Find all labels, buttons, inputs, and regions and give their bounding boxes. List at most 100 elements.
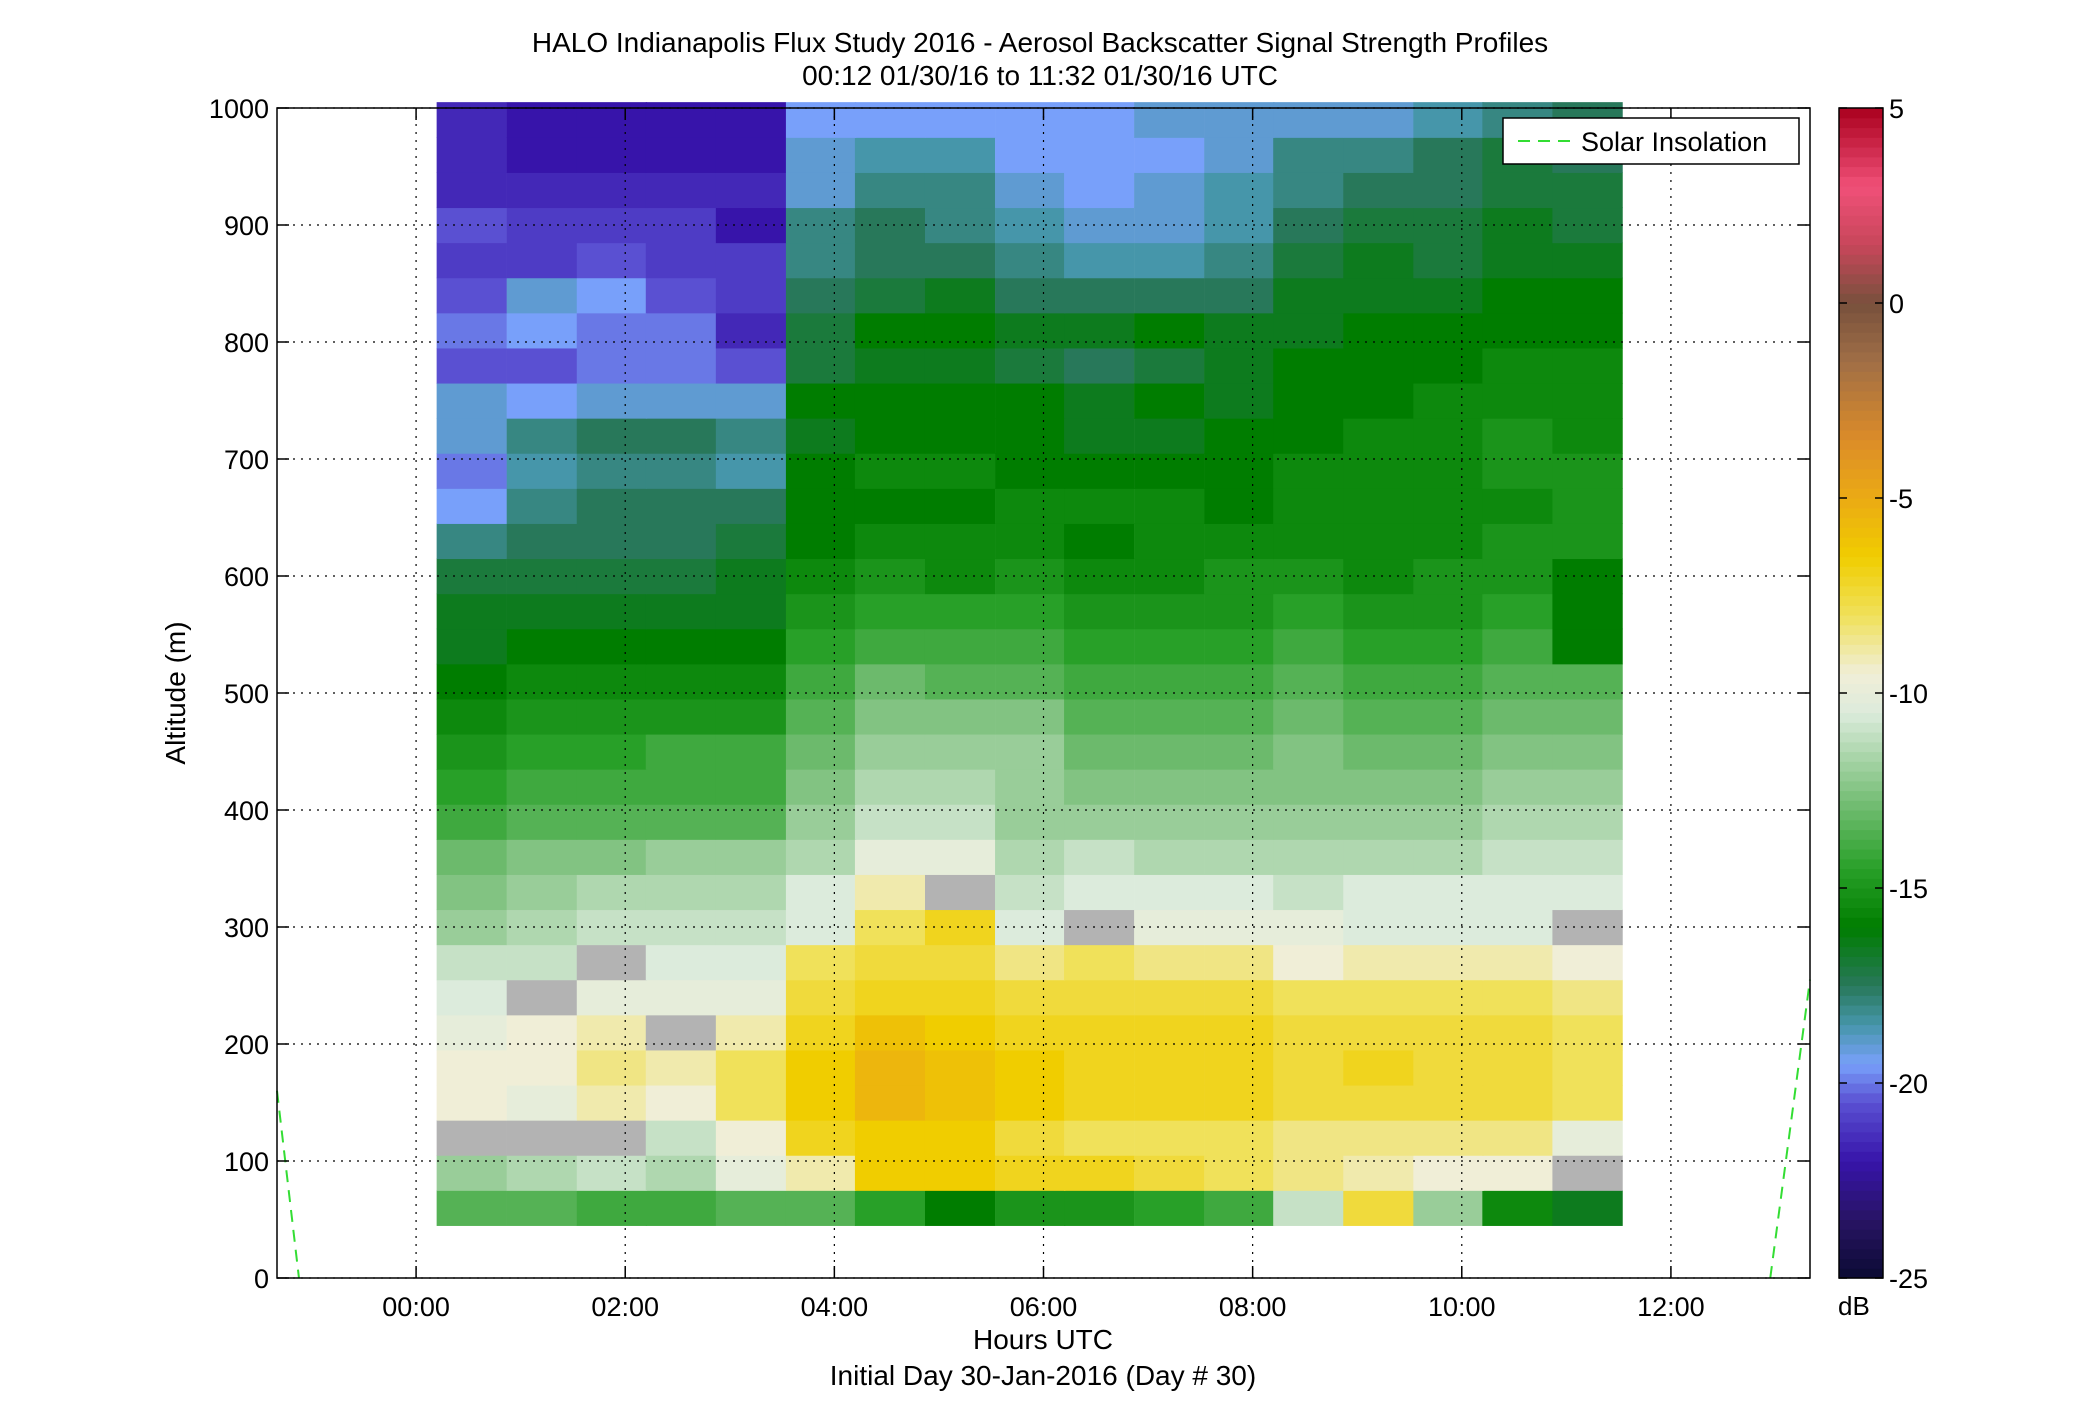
colorbar-segment [1839, 176, 1883, 187]
heatmap-cell [1552, 172, 1623, 209]
heatmap-cell [924, 347, 996, 384]
colorbar-segment [1839, 1092, 1883, 1104]
heatmap-cell [1134, 242, 1205, 279]
heatmap-cell [1204, 242, 1275, 279]
heatmap-cell [995, 418, 1066, 454]
heatmap-cell [924, 488, 996, 524]
heatmap-cell [1552, 1014, 1623, 1051]
colorbar-segment [1839, 1248, 1883, 1260]
heatmap-cell [1134, 804, 1205, 840]
heatmap-cell [1204, 137, 1275, 173]
heatmap-cell [1552, 1155, 1623, 1191]
heatmap-cell [995, 312, 1066, 349]
heatmap-cell [1343, 523, 1414, 560]
heatmap-cell [576, 628, 648, 665]
colorbar-segment [1839, 117, 1883, 129]
heatmap-cell [645, 698, 717, 735]
colorbar-segment [1839, 459, 1883, 470]
heatmap-cell [645, 207, 717, 244]
heatmap-cell [1273, 1014, 1344, 1051]
heatmap-cell [1343, 1190, 1414, 1226]
heatmap-cell [1482, 698, 1553, 735]
x-tick-label: 04:00 [801, 1292, 869, 1322]
heatmap-cell [1413, 523, 1484, 560]
heatmap-cell [1552, 663, 1623, 700]
heatmap-cell [1064, 1084, 1135, 1121]
heatmap-cell [506, 628, 578, 665]
heatmap-cell [1482, 874, 1553, 911]
heatmap-cell [506, 242, 578, 279]
heatmap-cell [1413, 909, 1484, 946]
x-tick-label: 06:00 [1010, 1292, 1078, 1322]
heatmap-cell [1413, 488, 1484, 524]
heatmap-cell [1482, 1120, 1553, 1156]
colorbar-segment [1839, 322, 1883, 333]
heatmap-cell [506, 347, 578, 384]
colorbar-segment [1839, 429, 1883, 441]
heatmap-cell [436, 277, 507, 314]
x-axis-label: Hours UTC [973, 1324, 1113, 1355]
heatmap-cell [1064, 698, 1135, 735]
heatmap-cell [1064, 242, 1135, 279]
heatmap-cell [506, 277, 578, 314]
heatmap-cell [645, 558, 717, 595]
colorbar-segment [1839, 537, 1883, 548]
heatmap-cell [715, 242, 787, 279]
heatmap-cell [924, 1049, 996, 1086]
heatmap-cell [1273, 347, 1344, 384]
heatmap-cell [995, 1190, 1066, 1226]
heatmap-cell [1134, 1155, 1205, 1191]
heatmap-cell [576, 488, 648, 524]
heatmap-cell [715, 979, 787, 1016]
heatmap-cell [1273, 804, 1344, 840]
colorbar-segment [1839, 800, 1883, 811]
heatmap-cell [1064, 382, 1135, 419]
colorbar-segment [1839, 712, 1883, 723]
heatmap-cell [1273, 944, 1344, 981]
colorbar-segment [1839, 741, 1883, 753]
colorbar-segment [1839, 351, 1883, 363]
heatmap-cell [1273, 453, 1344, 489]
heatmap-cell [1134, 453, 1205, 489]
heatmap-cell [995, 1049, 1066, 1086]
heatmap-cell [785, 312, 857, 349]
heatmap-cell [1482, 277, 1553, 314]
colorbar-segment [1839, 1161, 1883, 1172]
heatmap-cell [715, 347, 787, 384]
heatmap-cell [645, 804, 717, 840]
heatmap-cell [854, 698, 926, 735]
heatmap-cell [576, 698, 648, 735]
colorbar-segment [1839, 498, 1883, 509]
heatmap-cell [1413, 804, 1484, 840]
heatmap-cell [645, 733, 717, 770]
heatmap-cell [1413, 944, 1484, 981]
heatmap-cell [924, 137, 996, 173]
heatmap-cell [1273, 1155, 1344, 1191]
colorbar-segment [1839, 127, 1883, 138]
heatmap-cell [645, 172, 717, 209]
colorbar-segment [1839, 1219, 1883, 1230]
y-tick-label: 1000 [209, 94, 269, 124]
heatmap-cell [436, 628, 507, 665]
heatmap-cell [1552, 523, 1623, 560]
heatmap-cell [645, 1120, 717, 1156]
heatmap-cell [576, 769, 648, 805]
heatmap-cell [1273, 312, 1344, 349]
heatmap-cell [506, 488, 578, 524]
heatmap-cell [715, 593, 787, 630]
heatmap-cell [1343, 593, 1414, 630]
heatmap-cell [924, 172, 996, 209]
colorbar-segment [1839, 1044, 1883, 1055]
heatmap-cell [854, 1084, 926, 1121]
heatmap-cell [1134, 1190, 1205, 1226]
heatmap-cell [1413, 347, 1484, 384]
heatmap-cell [924, 909, 996, 946]
heatmap-cell [436, 909, 507, 946]
heatmap-cell [645, 1014, 717, 1051]
colorbar-segment [1839, 1112, 1883, 1123]
colorbar-segment [1839, 1063, 1883, 1074]
heatmap-cell [995, 347, 1066, 384]
heatmap-cell [576, 944, 648, 981]
colorbar-segment [1839, 1151, 1883, 1162]
heatmap-cell [506, 523, 578, 560]
